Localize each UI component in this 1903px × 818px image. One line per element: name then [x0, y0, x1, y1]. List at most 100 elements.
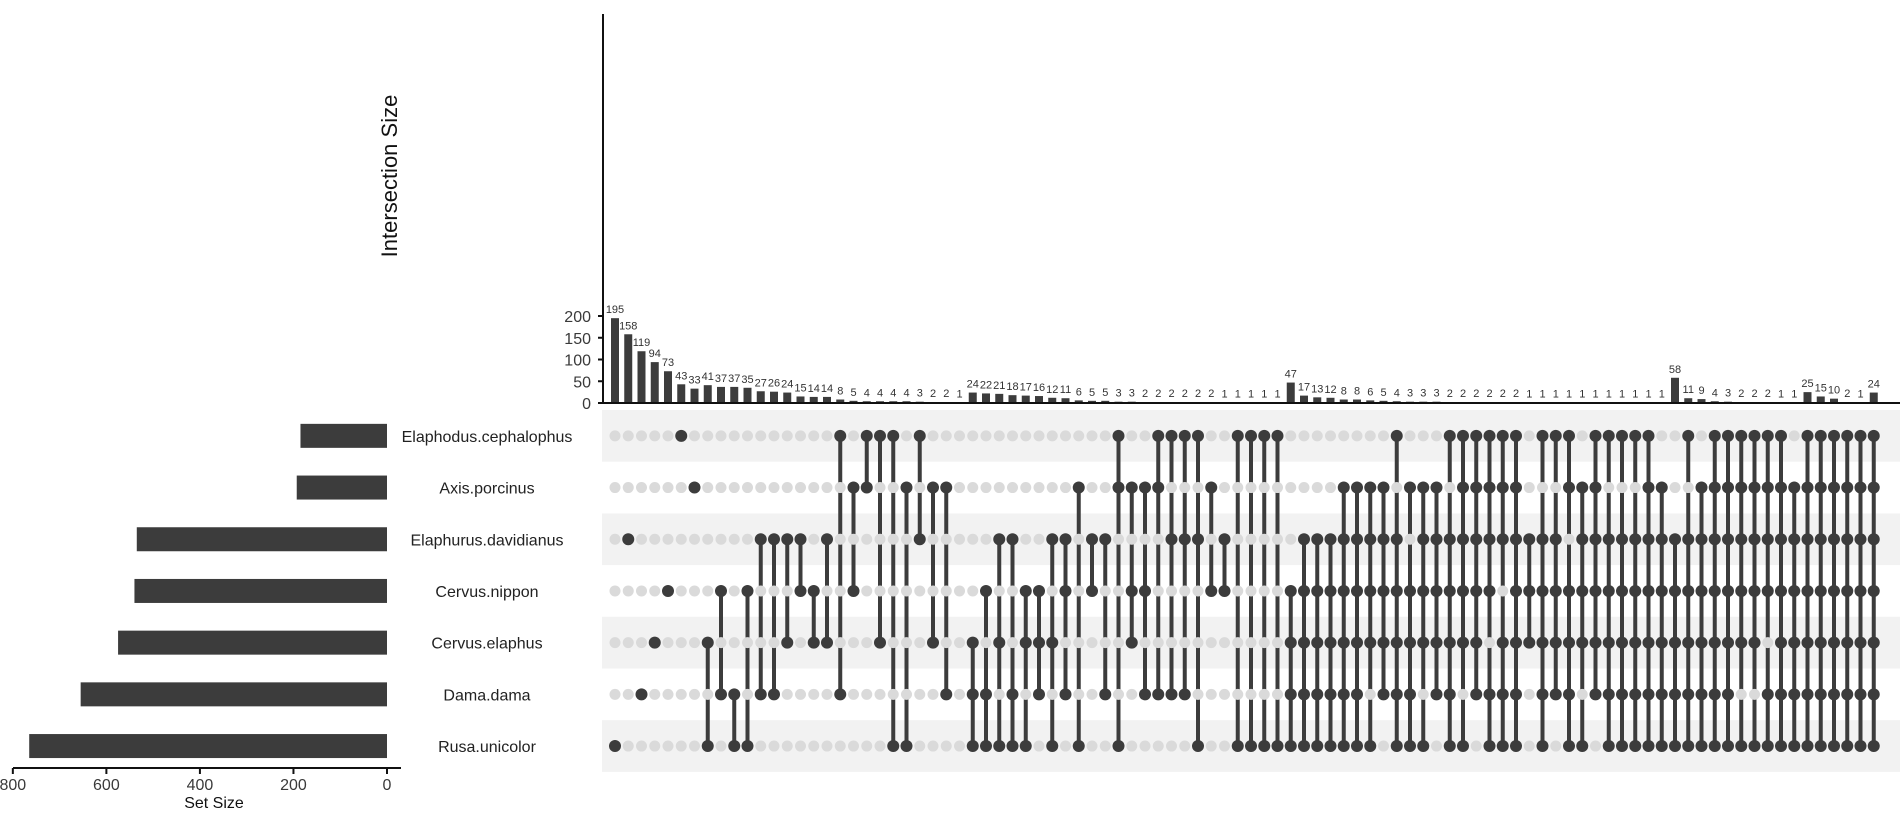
matrix-dot-inactive — [821, 740, 833, 752]
matrix-dot-inactive — [980, 533, 992, 545]
intersection-bar — [1048, 397, 1057, 403]
matrix-dot-active — [1496, 429, 1509, 442]
intersection-bar — [743, 387, 752, 403]
matrix-dot-inactive — [609, 533, 621, 545]
matrix-dot-active — [1748, 481, 1761, 494]
matrix-dot-inactive — [702, 688, 714, 700]
set-size-tick-label: 200 — [280, 777, 307, 794]
matrix-dot-active — [1549, 533, 1562, 546]
matrix-dot-active — [1324, 584, 1337, 597]
matrix-dot-active — [1483, 584, 1496, 597]
intersection-bar-label: 3 — [917, 388, 923, 400]
matrix-dot-inactive — [1245, 585, 1257, 597]
matrix-dot-active — [1139, 584, 1151, 597]
matrix-dot-inactive — [861, 637, 873, 649]
matrix-dot-inactive — [609, 430, 621, 442]
matrix-dot-active — [1682, 688, 1695, 701]
matrix-dot-inactive — [1378, 430, 1389, 442]
intersection-bar-label: 5 — [850, 387, 856, 399]
matrix-dot-active — [1457, 636, 1469, 649]
intersection-bar-label: 2 — [1765, 388, 1771, 400]
matrix-dot-active — [980, 740, 992, 753]
matrix-dot-active — [834, 429, 847, 442]
matrix-dot-active — [1682, 636, 1695, 649]
matrix-dot-active — [1695, 688, 1708, 701]
intersection-bar-label: 3 — [1407, 388, 1413, 400]
matrix-dot-active — [1510, 481, 1522, 494]
matrix-dot-active — [1801, 688, 1814, 701]
matrix-dot-active — [728, 740, 741, 753]
matrix-dot-inactive — [755, 430, 767, 442]
intersection-bar — [677, 384, 686, 403]
matrix-dot-active — [1814, 584, 1827, 597]
matrix-dot-inactive — [1338, 430, 1350, 442]
matrix-dot-inactive — [715, 482, 727, 494]
matrix-dot-active — [1536, 429, 1549, 442]
matrix-dot-active — [1722, 740, 1734, 753]
matrix-dot-active — [1059, 584, 1072, 597]
matrix-dot-inactive — [1099, 585, 1111, 597]
matrix-dot-active — [1602, 429, 1615, 442]
matrix-dot-inactive — [675, 482, 687, 494]
matrix-dot-active — [1298, 584, 1310, 597]
matrix-dot-inactive — [742, 482, 753, 494]
matrix-dot-active — [1695, 740, 1708, 753]
matrix-dot-inactive — [1550, 740, 1562, 752]
matrix-dot-inactive — [927, 740, 939, 752]
matrix-dot-inactive — [755, 585, 767, 597]
intersection-bar-label: 2 — [1751, 388, 1757, 400]
matrix-dot-inactive — [649, 482, 661, 494]
intersection-bar-label: 37 — [728, 373, 740, 385]
intersection-bar-label: 1 — [1592, 389, 1598, 401]
matrix-dot-inactive — [1285, 430, 1297, 442]
set-size-bars — [29, 423, 388, 759]
intersection-bar-label: 16 — [1033, 382, 1045, 394]
intersection-bar-label: 2 — [1182, 388, 1188, 400]
matrix-dot-inactive — [636, 482, 647, 494]
intersection-bar — [690, 388, 699, 403]
matrix-dot-active — [1496, 740, 1509, 753]
matrix-dot-active — [1218, 533, 1231, 546]
intersection-bar — [1300, 395, 1308, 403]
intersection-bar-label: 2 — [1155, 388, 1161, 400]
matrix-dot-active — [1152, 688, 1165, 701]
matrix-dot-active — [1549, 688, 1562, 701]
matrix-dot-active — [701, 636, 714, 649]
matrix-dot-inactive — [993, 688, 1005, 700]
intersection-bar-label: 15 — [794, 382, 806, 394]
matrix-dot-inactive — [1113, 688, 1124, 700]
matrix-dot-active — [1112, 429, 1125, 442]
matrix-dot-active — [1139, 481, 1151, 494]
matrix-dot-active — [1801, 533, 1814, 546]
matrix-dot-active — [1642, 429, 1655, 442]
matrix-dot-inactive — [1219, 637, 1230, 649]
matrix-dot-active — [1337, 688, 1350, 701]
matrix-dot-inactive — [1232, 585, 1244, 597]
matrix-dot-inactive — [649, 430, 661, 442]
matrix-dot-inactive — [1232, 688, 1244, 700]
matrix-dot-active — [1139, 688, 1151, 701]
matrix-dot-inactive — [1020, 533, 1032, 545]
matrix-dot-inactive — [1113, 637, 1124, 649]
matrix-dot-inactive — [1126, 533, 1138, 545]
matrix-dot-active — [1841, 429, 1854, 442]
matrix-dot-active — [1642, 740, 1655, 753]
matrix-dot-inactive — [768, 482, 780, 494]
set-size-axis: 800 600 400 200 0 — [0, 767, 401, 794]
matrix-dot-inactive — [1060, 430, 1071, 442]
matrix-dot-inactive — [1431, 740, 1442, 752]
intersection-bar — [624, 334, 633, 403]
matrix-dot-active — [1218, 584, 1231, 597]
matrix-dot-active — [1788, 636, 1801, 649]
matrix-dot-inactive — [901, 637, 912, 649]
matrix-dot-active — [1801, 481, 1814, 494]
matrix-dot-inactive — [887, 482, 899, 494]
matrix-dot-inactive — [954, 430, 965, 442]
matrix-dot-inactive — [1033, 533, 1045, 545]
matrix-dot-active — [1311, 636, 1324, 649]
intersection-bar-label: 1 — [1645, 389, 1651, 401]
matrix-dot-inactive — [1219, 688, 1230, 700]
intersection-bar-label: 9 — [1698, 385, 1704, 397]
intersection-bar-label: 2 — [1168, 388, 1174, 400]
matrix-dot-inactive — [662, 430, 674, 442]
